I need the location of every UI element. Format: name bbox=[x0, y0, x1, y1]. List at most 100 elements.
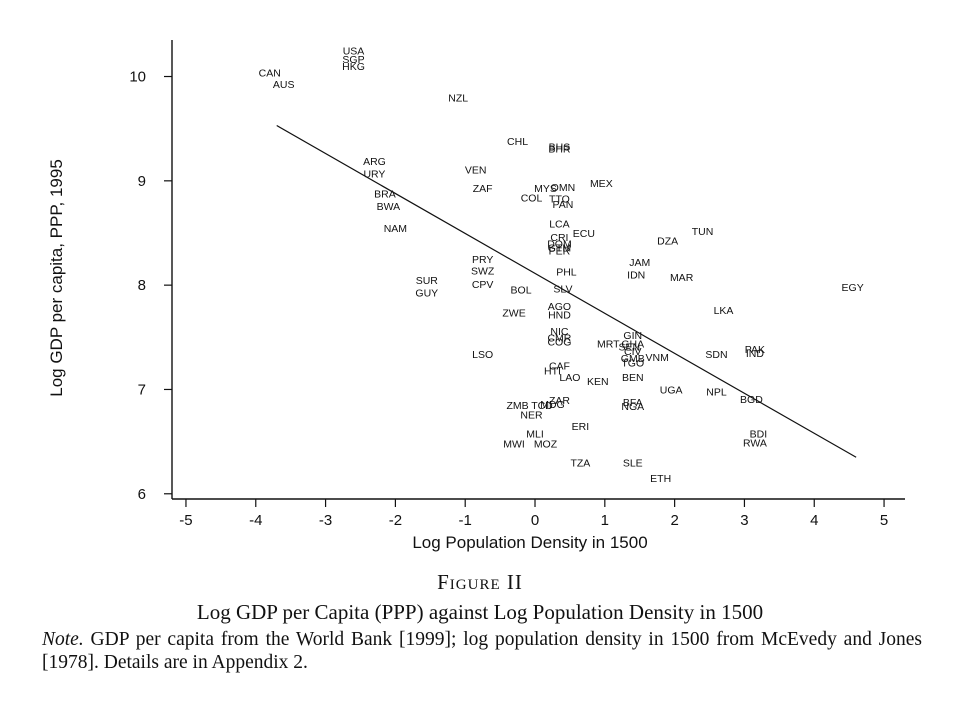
y-axis-title: Log GDP per capita, PPP, 1995 bbox=[47, 159, 66, 397]
point-label: LSO bbox=[472, 349, 493, 361]
fit-line bbox=[276, 125, 857, 458]
point-label: BRA bbox=[374, 188, 396, 200]
point-label: SUR bbox=[416, 275, 439, 287]
point-label: TZA bbox=[570, 457, 590, 469]
point-label: GMB bbox=[621, 353, 645, 365]
point-label: BFA bbox=[623, 397, 643, 409]
point-label: BHR bbox=[548, 143, 571, 155]
point-label: MOZ bbox=[534, 439, 558, 451]
x-tick-label: -3 bbox=[319, 512, 332, 529]
point-label: HTI bbox=[544, 366, 561, 378]
point-label: MDG bbox=[540, 399, 565, 411]
point-label: EGY bbox=[842, 282, 864, 294]
point-label: SLV bbox=[553, 283, 572, 295]
point-label: IDN bbox=[627, 270, 645, 282]
point-label: CMR bbox=[547, 332, 571, 344]
point-label: NIC bbox=[550, 326, 569, 338]
point-label: BHS bbox=[549, 141, 571, 153]
point-label: CAF bbox=[549, 360, 570, 372]
point-label: MLI bbox=[526, 428, 544, 440]
point-label: ZAR bbox=[549, 395, 570, 407]
point-label: TCD bbox=[531, 400, 553, 412]
x-tick-label: 1 bbox=[601, 512, 609, 529]
point-label: PAN bbox=[553, 199, 574, 211]
x-tick-label: -5 bbox=[179, 512, 192, 529]
x-tick-label: -2 bbox=[389, 512, 402, 529]
point-label: CHL bbox=[507, 136, 528, 148]
point-label: LCA bbox=[549, 219, 569, 231]
figure-note: Note. GDP per capita from the World Bank… bbox=[42, 628, 922, 674]
note-label: Note. bbox=[42, 629, 84, 650]
point-label: MAR bbox=[670, 272, 694, 284]
x-axis-ticks: -5 -4 -3 -2 -1 0 1 2 3 4 5 bbox=[179, 499, 888, 529]
point-label: KEN bbox=[587, 376, 609, 388]
x-tick-label: 2 bbox=[670, 512, 678, 529]
chart-axes bbox=[171, 40, 905, 500]
x-tick-label: 5 bbox=[880, 512, 888, 529]
y-tick-label: 9 bbox=[138, 173, 146, 190]
point-label: PHL bbox=[556, 267, 577, 279]
point-label: MWI bbox=[503, 439, 525, 451]
point-label: ECU bbox=[573, 228, 595, 240]
point-label: ZWE bbox=[502, 307, 525, 319]
figure-label: Figure II bbox=[437, 570, 523, 594]
x-axis-title: Log Population Density in 1500 bbox=[412, 533, 647, 552]
y-tick-label: 10 bbox=[129, 69, 146, 86]
point-label: BWA bbox=[377, 201, 401, 213]
point-label: ARG bbox=[363, 156, 386, 168]
point-label: PER bbox=[549, 246, 571, 258]
x-tick-label: 0 bbox=[531, 512, 539, 529]
point-label: TUN bbox=[692, 226, 714, 238]
point-label: PRY bbox=[472, 254, 493, 266]
y-tick-label: 7 bbox=[138, 381, 146, 398]
point-label: LKA bbox=[714, 305, 734, 317]
point-label: PAK bbox=[745, 344, 765, 356]
point-label: MEX bbox=[590, 178, 613, 190]
point-label: TTO bbox=[549, 194, 570, 206]
point-label: ZMB bbox=[506, 400, 528, 412]
point-label: CAN bbox=[259, 67, 281, 79]
figure-title: Log GDP per Capita (PPP) against Log Pop… bbox=[196, 600, 764, 624]
point-label: SDN bbox=[705, 349, 727, 361]
x-tick-label: 3 bbox=[740, 512, 748, 529]
point-label: NAM bbox=[384, 223, 407, 235]
y-tick-label: 6 bbox=[138, 486, 146, 503]
point-label: LAO bbox=[559, 372, 580, 384]
point-label: RWA bbox=[743, 438, 767, 450]
point-label: MRT bbox=[597, 339, 620, 351]
point-label: BGD bbox=[740, 394, 763, 406]
point-label: SWZ bbox=[471, 266, 495, 278]
point-label: OMN bbox=[551, 182, 576, 194]
point-label: NPL bbox=[706, 387, 727, 399]
point-label: IND bbox=[746, 348, 765, 360]
point-label: URY bbox=[363, 169, 385, 181]
point-label: TGO bbox=[621, 357, 644, 369]
note-text: GDP per capita from the World Bank [1999… bbox=[42, 629, 922, 673]
point-label: GHA bbox=[621, 339, 644, 351]
point-label: AGO bbox=[548, 301, 571, 313]
point-label: VEN bbox=[465, 164, 487, 176]
point-label: AUS bbox=[273, 79, 295, 91]
y-tick-label: 8 bbox=[138, 277, 146, 294]
point-label: NGA bbox=[621, 401, 644, 413]
point-label: USA bbox=[343, 45, 365, 57]
point-label: MYS bbox=[534, 183, 557, 195]
point-label: BDI bbox=[750, 428, 768, 440]
point-label: NER bbox=[520, 410, 543, 422]
point-label: SGP bbox=[342, 54, 364, 66]
point-label: CPV bbox=[472, 279, 494, 291]
point-label: CIV bbox=[624, 346, 642, 358]
point-label: BEN bbox=[622, 372, 644, 384]
point-label: GTM bbox=[548, 243, 571, 255]
point-label: VNM bbox=[646, 352, 669, 364]
point-label: DZA bbox=[657, 235, 678, 247]
x-tick-label: 4 bbox=[810, 512, 818, 529]
point-label: SLE bbox=[623, 457, 643, 469]
point-label: BOL bbox=[511, 284, 532, 296]
point-label: ERI bbox=[572, 421, 590, 433]
point-label: COG bbox=[547, 336, 571, 348]
point-label: SEN bbox=[618, 342, 640, 354]
point-label: COL bbox=[521, 193, 543, 205]
